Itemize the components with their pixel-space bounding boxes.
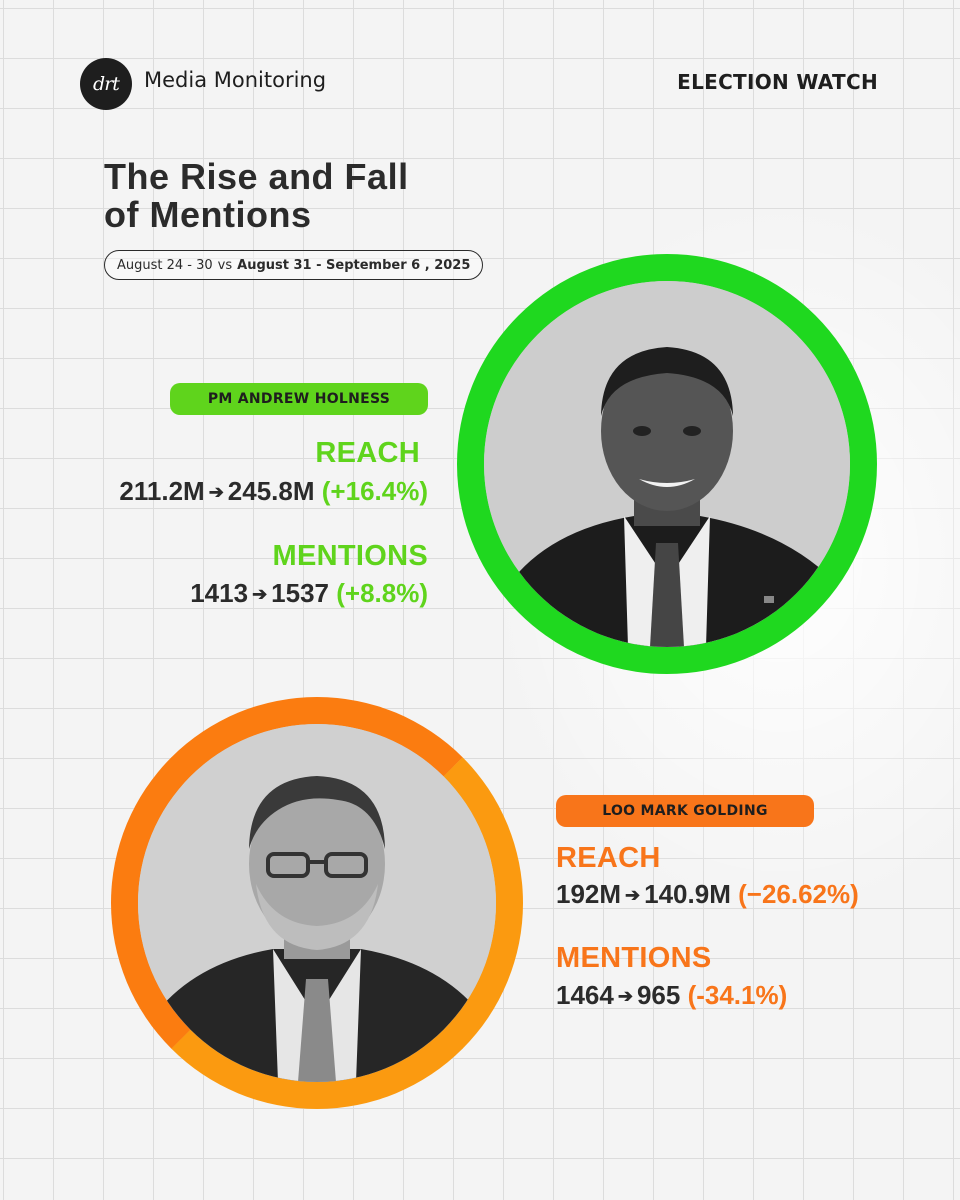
reach-to-holness: 245.8M (227, 476, 315, 506)
date-previous: August 24 - 30 (117, 257, 213, 273)
title-line-2: of Mentions (104, 194, 312, 235)
reach-value-holness: 211.2M ➔ 245.8M (+16.4%) (119, 476, 428, 507)
date-separator: vs (217, 257, 233, 273)
title-line-1: The Rise and Fall (104, 156, 409, 197)
mentions-value-golding: 1464 ➔ 965 (-34.1%) (556, 980, 787, 1011)
reach-from-holness: 211.2M (119, 476, 205, 506)
mentions-label-holness: MENTIONS (272, 540, 428, 572)
page-title: The Rise and Fall of Mentions (104, 158, 484, 234)
reach-label-holness: REACH (315, 437, 420, 469)
date-range-pill: August 24 - 30 vs August 31 - September … (104, 250, 484, 280)
reach-change-golding: (−26.62%) (738, 879, 859, 909)
portrait-holness (457, 254, 877, 674)
date-current: August 31 - September 6 , 2025 (237, 257, 471, 273)
mentions-from-holness: 1413 (190, 578, 249, 608)
reach-value-golding: 192M ➔ 140.9M (−26.62%) (556, 879, 859, 910)
mentions-change-holness: (+8.8%) (336, 578, 428, 608)
reach-change-holness: (+16.4%) (321, 476, 428, 506)
candidate-badge-holness: PM ANDREW HOLNESS (170, 383, 428, 415)
brand-logo: drt (80, 58, 132, 110)
mentions-to-golding: 965 (636, 980, 681, 1010)
arrow-icon: ➔ (252, 584, 268, 604)
arrow-icon: ➔ (625, 885, 641, 905)
candidate-badge-golding: LOO MARK GOLDING (556, 795, 814, 827)
reach-to-golding: 140.9M (644, 879, 731, 909)
portrait-golding (111, 697, 523, 1109)
reach-label-golding: REACH (556, 842, 661, 874)
portrait-golding-image (138, 724, 496, 1082)
arrow-icon: ➔ (208, 482, 224, 502)
arrow-icon: ➔ (617, 986, 633, 1006)
portrait-holness-image (484, 281, 850, 647)
mentions-from-golding: 1464 (556, 980, 614, 1010)
mentions-to-holness: 1537 (271, 578, 329, 608)
mentions-value-holness: 1413 ➔ 1537 (+8.8%) (190, 578, 428, 609)
mentions-label-golding: MENTIONS (556, 942, 712, 974)
section-label: ELECTION WATCH (677, 70, 878, 94)
brand-name: Media Monitoring (144, 68, 327, 92)
reach-from-golding: 192M (556, 879, 622, 909)
logo-text: drt (93, 73, 120, 95)
mentions-change-golding: (-34.1%) (687, 980, 788, 1010)
